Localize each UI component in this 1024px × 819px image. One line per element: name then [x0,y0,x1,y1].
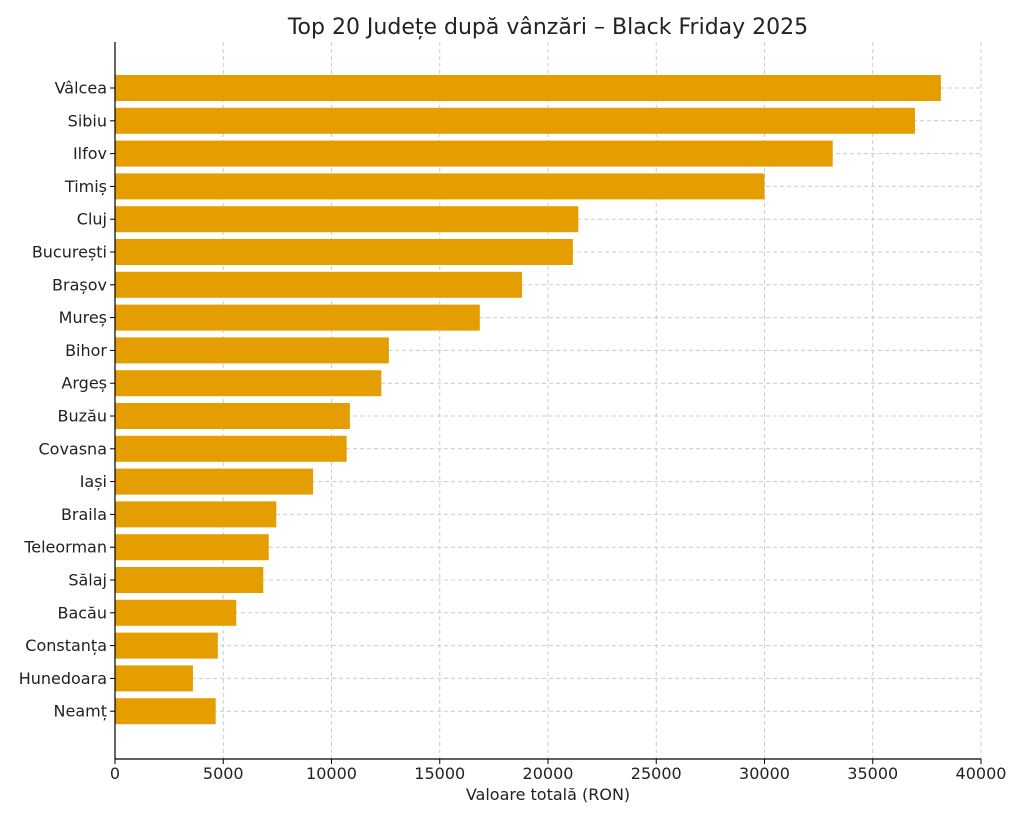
bar [115,468,314,495]
y-tick-label: Neamț [54,702,107,721]
y-tick-label: Braila [61,505,107,524]
bar [115,632,218,659]
bar [115,304,480,331]
y-tick-label: Sibiu [68,111,107,130]
bar [115,337,389,364]
y-tick-label: Brașov [52,275,107,294]
y-tick-label: Iași [80,472,107,491]
x-tick-labels: 0 5000 10000 15000 20000 25000 30000 35000 40000 [110,764,1007,783]
bar [115,534,269,561]
bar [115,435,347,462]
y-tick-label: Hunedoara [19,669,107,688]
y-tick-label: Cluj [77,210,107,229]
x-tick-label: 0 [110,764,120,783]
bar [115,501,277,528]
bar [115,173,765,200]
y-tick-label: Buzău [58,407,107,426]
y-tick-label: Argeș [61,374,107,393]
bar [115,140,833,167]
y-tick-label: Bihor [65,341,107,360]
x-tick-label: 10000 [306,764,357,783]
bar [115,567,264,593]
bar [115,698,216,725]
y-tick-label: Teleorman [23,538,107,557]
y-tick-label: Constanța [25,636,107,655]
x-tick-label: 5000 [203,764,244,783]
y-tick-label: Timiș [64,177,107,196]
bar [115,370,382,397]
y-tick-label: Sălaj [68,571,107,590]
bar [115,403,350,429]
bar [115,665,193,692]
axes [110,42,982,764]
y-tick-labels: Vâlcea Sibiu Ilfov Timiș Cluj București Brașov… [19,79,108,721]
bars [115,75,941,725]
y-tick-label: Ilfov [73,144,107,163]
x-tick-label: 30000 [739,764,790,783]
bar [115,206,579,233]
x-tick-label: 40000 [956,764,1007,783]
x-axis-label: Valoare totală (RON) [466,785,630,804]
bar [115,107,915,134]
y-tick-label: Vâlcea [55,79,107,98]
bar [115,75,941,101]
bar [115,271,523,298]
x-tick-label: 15000 [414,764,465,783]
y-tick-label: Covasna [38,439,107,458]
y-tick-label: Mureș [59,308,107,327]
bar [115,239,573,265]
chart-title: Top 20 Județe după vânzări – Black Frida… [287,15,808,40]
bar [115,599,237,626]
x-tick-label: 35000 [847,764,898,783]
y-tick-label: Bacău [57,603,107,622]
x-tick-label: 25000 [631,764,682,783]
y-tick-label: București [32,243,107,262]
x-tick-label: 20000 [523,764,574,783]
